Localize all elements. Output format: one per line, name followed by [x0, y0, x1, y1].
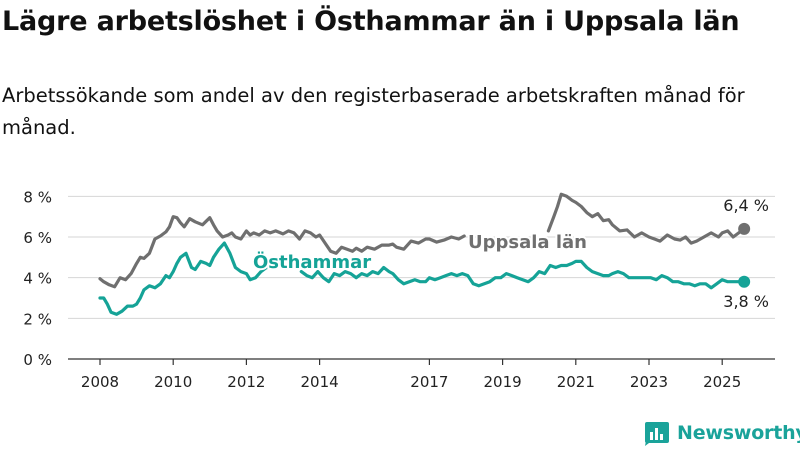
y-tick-label: 2 % — [23, 310, 52, 328]
x-tick-label: 2008 — [81, 373, 119, 391]
y-tick-label: 8 % — [23, 188, 52, 206]
y-tick-label: 4 % — [23, 270, 52, 288]
newsworthy-logo: Newsworthy — [645, 420, 800, 446]
end-point-marker — [738, 275, 751, 288]
x-tick-label: 2014 — [301, 373, 339, 391]
y-tick-label: 6 % — [23, 229, 52, 247]
series-line — [98, 192, 746, 289]
x-tick-label: 2012 — [227, 373, 265, 391]
x-tick-label: 2025 — [703, 373, 741, 391]
series-name-label: Östhammar — [253, 251, 371, 273]
x-tick-label: 2019 — [484, 373, 522, 391]
x-tick-label: 2010 — [154, 373, 192, 391]
chart-subtitle: Arbetssökande som andel av den registerb… — [2, 84, 745, 139]
series-lines — [98, 192, 751, 316]
page-title: Lägre arbetslöshet i Östhammar än i Upps… — [2, 6, 740, 37]
end-value-label: 6,4 % — [723, 196, 769, 215]
series-labels: Uppsala län 6,4 % Östhammar 3,8 % — [251, 196, 769, 311]
end-point-marker — [738, 222, 751, 235]
logo-text: Newsworthy — [677, 422, 800, 444]
x-axis: 2008 2010 2012 2014 2017 2019 2021 2023 2025 — [68, 358, 775, 391]
series-name-label: Uppsala län — [468, 232, 587, 253]
x-tick-label: 2017 — [410, 373, 448, 391]
x-tick-label: 2021 — [557, 373, 595, 391]
series-line — [98, 241, 746, 316]
bar-chart-logo-icon — [645, 422, 669, 446]
x-tick-label: 2023 — [630, 373, 668, 391]
end-value-label: 3,8 % — [723, 292, 769, 311]
y-axis-ticks: 0 % 2 % 4 % 6 % 8 % — [23, 188, 52, 369]
y-tick-label: 0 % — [23, 351, 52, 369]
grid-lines — [68, 195, 775, 319]
